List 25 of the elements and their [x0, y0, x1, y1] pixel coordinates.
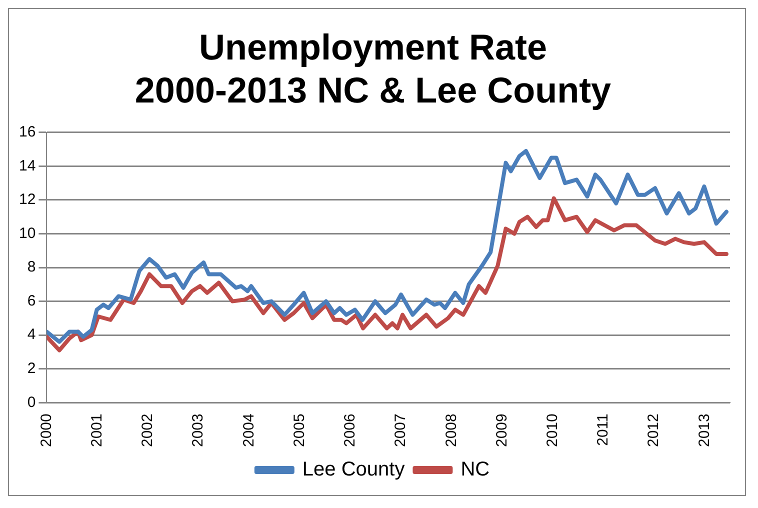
x-tick-label: 2011 — [594, 414, 612, 446]
x-tick-label: 2008 — [442, 414, 460, 448]
x-tick-label: 2007 — [392, 414, 410, 448]
x-tick-label: 2004 — [240, 414, 258, 448]
x-tick-label: 2001 — [88, 414, 106, 448]
x-tick-label: 2012 — [645, 414, 662, 448]
x-tick-label: 2000 — [38, 414, 55, 448]
x-tick-label: 2010 — [544, 414, 561, 448]
y-tick-label: 12 — [18, 191, 36, 208]
x-tick-label: 2006 — [342, 414, 359, 448]
y-tick-label: 10 — [18, 224, 36, 242]
y-tick-label: 14 — [18, 157, 36, 174]
y-tick-label: 0 — [27, 394, 36, 411]
y-tick-label: 16 — [18, 124, 36, 141]
x-tick-label: 2005 — [290, 414, 308, 448]
x-tick-label: 2009 — [493, 414, 510, 448]
x-tick-label: 2013 — [696, 414, 713, 448]
chart-title: Unemployment Rate 2000-2013 NC & Lee County — [134, 26, 612, 111]
y-tick-label: 4 — [27, 326, 36, 344]
y-tick-label: 6 — [27, 292, 36, 310]
x-tick-label: 2002 — [139, 414, 156, 448]
x-tick-label: 2003 — [190, 414, 207, 448]
y-tick-label: 2 — [27, 360, 36, 377]
y-tick-label: 8 — [27, 258, 36, 276]
legend-label: Lee County — [302, 458, 405, 481]
